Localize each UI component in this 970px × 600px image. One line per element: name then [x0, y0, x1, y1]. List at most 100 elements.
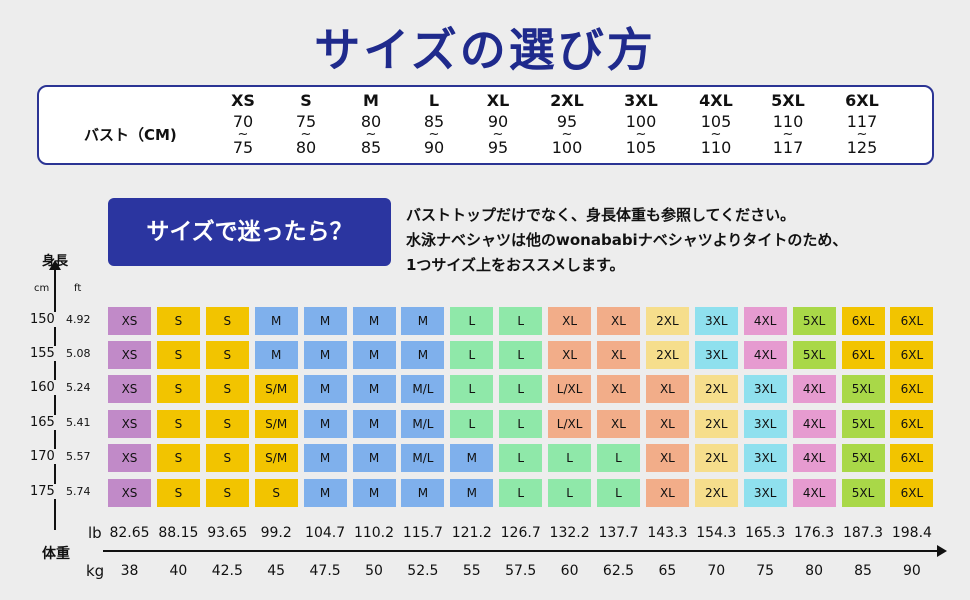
- size-cell: 3XL: [694, 341, 738, 369]
- size-cell: L: [499, 444, 543, 472]
- weight-kg-value: 85: [854, 563, 872, 579]
- size-cell: 3XL: [743, 444, 787, 472]
- size-cell: L: [597, 479, 640, 507]
- size-cell: 3XL: [694, 307, 738, 335]
- size-cell: L: [499, 307, 543, 335]
- weight-kg-value: 47.5: [309, 563, 341, 579]
- size-advice-note: バストトップだけでなく、身長体重も参照してください。 水泳ナベシャツは他のwon…: [406, 203, 966, 278]
- size-cell: M/L: [401, 444, 445, 472]
- weight-lb-value: 126.7: [500, 525, 541, 541]
- size-cell: L: [548, 444, 592, 472]
- size-cell: 5XL: [792, 307, 836, 335]
- weight-kg-value: 90: [902, 563, 921, 579]
- weight-kg-value: 40: [169, 563, 188, 579]
- bust-column-5xl: 5XL 110 ~117: [758, 90, 818, 156]
- size-cell: L: [450, 410, 494, 438]
- size-cell: 2XL: [694, 444, 738, 472]
- bust-low: 90: [487, 112, 509, 131]
- bust-high: 95: [487, 138, 509, 157]
- bust-low: 85: [423, 112, 445, 131]
- size-cell: XL: [645, 479, 689, 507]
- bust-tilde: ~: [782, 127, 794, 142]
- size-cell: 3XL: [743, 375, 787, 403]
- weight-unit-kg: kg: [86, 562, 105, 580]
- weight-kg-value: 50: [365, 563, 383, 579]
- bust-high: 110: [700, 138, 732, 157]
- size-cell: XL: [645, 444, 689, 472]
- size-cell: XL: [548, 341, 592, 369]
- height-cm-label: 160: [30, 380, 56, 395]
- weight-kg-value: 45: [267, 563, 286, 579]
- size-cell: L: [499, 375, 543, 403]
- bust-low: 105: [700, 112, 732, 131]
- height-ft-label: 5.57: [66, 450, 91, 463]
- weight-lb-value: 99.2: [260, 525, 292, 541]
- bust-high: 125: [846, 138, 878, 157]
- size-cell: M: [450, 444, 494, 472]
- bust-label: バスト（CM): [84, 126, 177, 144]
- weight-kg-value: 60: [560, 563, 579, 579]
- size-cell: M: [352, 307, 396, 335]
- weight-kg-value: 42.5: [211, 563, 243, 579]
- bust-column-6xl: 6XL 117 ~125: [832, 90, 892, 156]
- size-cell: S: [156, 410, 200, 438]
- size-cell: M: [352, 479, 396, 507]
- height-unit-ft: ft: [74, 283, 82, 294]
- size-cell: L: [450, 307, 494, 335]
- bust-high: 90: [423, 138, 445, 157]
- weight-lb-value: 137.7: [598, 525, 639, 541]
- size-cell: M: [303, 444, 347, 472]
- bust-size-name: 5XL: [771, 91, 805, 110]
- bust-size-name: S: [300, 91, 312, 110]
- size-cell: XL: [597, 341, 640, 369]
- weight-kg-value: 80: [805, 563, 823, 579]
- bust-tilde: ~: [428, 127, 440, 142]
- height-cm-label: 170: [30, 449, 56, 464]
- weight-lb-value: 93.65: [207, 525, 248, 541]
- weight-axis-label: 体重: [42, 546, 70, 562]
- weight-lb-value: 198.4: [891, 525, 932, 541]
- size-cell: 2XL: [694, 410, 738, 438]
- size-cell: M: [352, 341, 396, 369]
- height-ft-label: 5.08: [66, 347, 91, 360]
- height-unit-cm: cm: [34, 283, 50, 294]
- bust-low: 117: [846, 112, 878, 131]
- size-cell: S: [156, 479, 200, 507]
- size-cell: M: [401, 479, 445, 507]
- size-cell: S: [205, 479, 249, 507]
- bust-size-name: 6XL: [845, 91, 879, 110]
- size-cell: XS: [108, 479, 151, 507]
- bust-high: 80: [295, 138, 317, 157]
- weight-kg-value: 65: [658, 563, 677, 579]
- size-cell: 5XL: [841, 479, 885, 507]
- weight-lb-value: 82.65: [109, 525, 150, 541]
- size-cell: 4XL: [743, 341, 787, 369]
- size-cell: XS: [108, 444, 151, 472]
- height-ft-label: 4.92: [66, 313, 91, 326]
- weight-kg-value: 62.5: [602, 563, 635, 579]
- bust-low: 95: [556, 112, 578, 131]
- weight-lb-value: 143.3: [647, 525, 688, 541]
- size-cell: M: [401, 307, 445, 335]
- size-cell: 6XL: [890, 341, 934, 369]
- height-cm-label: 150: [30, 312, 56, 327]
- bust-low: 70: [232, 112, 254, 131]
- bust-column-xs: XS 70 ~75: [213, 90, 273, 156]
- size-cell: S/M: [254, 410, 298, 438]
- page-title: サイズの選び方: [314, 23, 656, 77]
- bust-tilde: ~: [710, 127, 722, 142]
- size-cell: M: [303, 410, 347, 438]
- size-cell: S/M: [254, 444, 298, 472]
- size-cell: S: [156, 375, 200, 403]
- bust-high: 75: [232, 138, 254, 157]
- bust-tilde: ~: [561, 127, 573, 142]
- weight-lb-value: 176.3: [794, 525, 835, 541]
- size-cell: 6XL: [890, 479, 934, 507]
- weight-lb-value: 88.15: [158, 525, 199, 541]
- size-cell: 5XL: [841, 444, 885, 472]
- size-cell: S: [205, 410, 249, 438]
- bust-tilde: ~: [300, 127, 312, 142]
- bust-size-name: M: [363, 91, 379, 110]
- size-cell: M: [450, 479, 494, 507]
- weight-kg-value: 52.5: [407, 563, 439, 579]
